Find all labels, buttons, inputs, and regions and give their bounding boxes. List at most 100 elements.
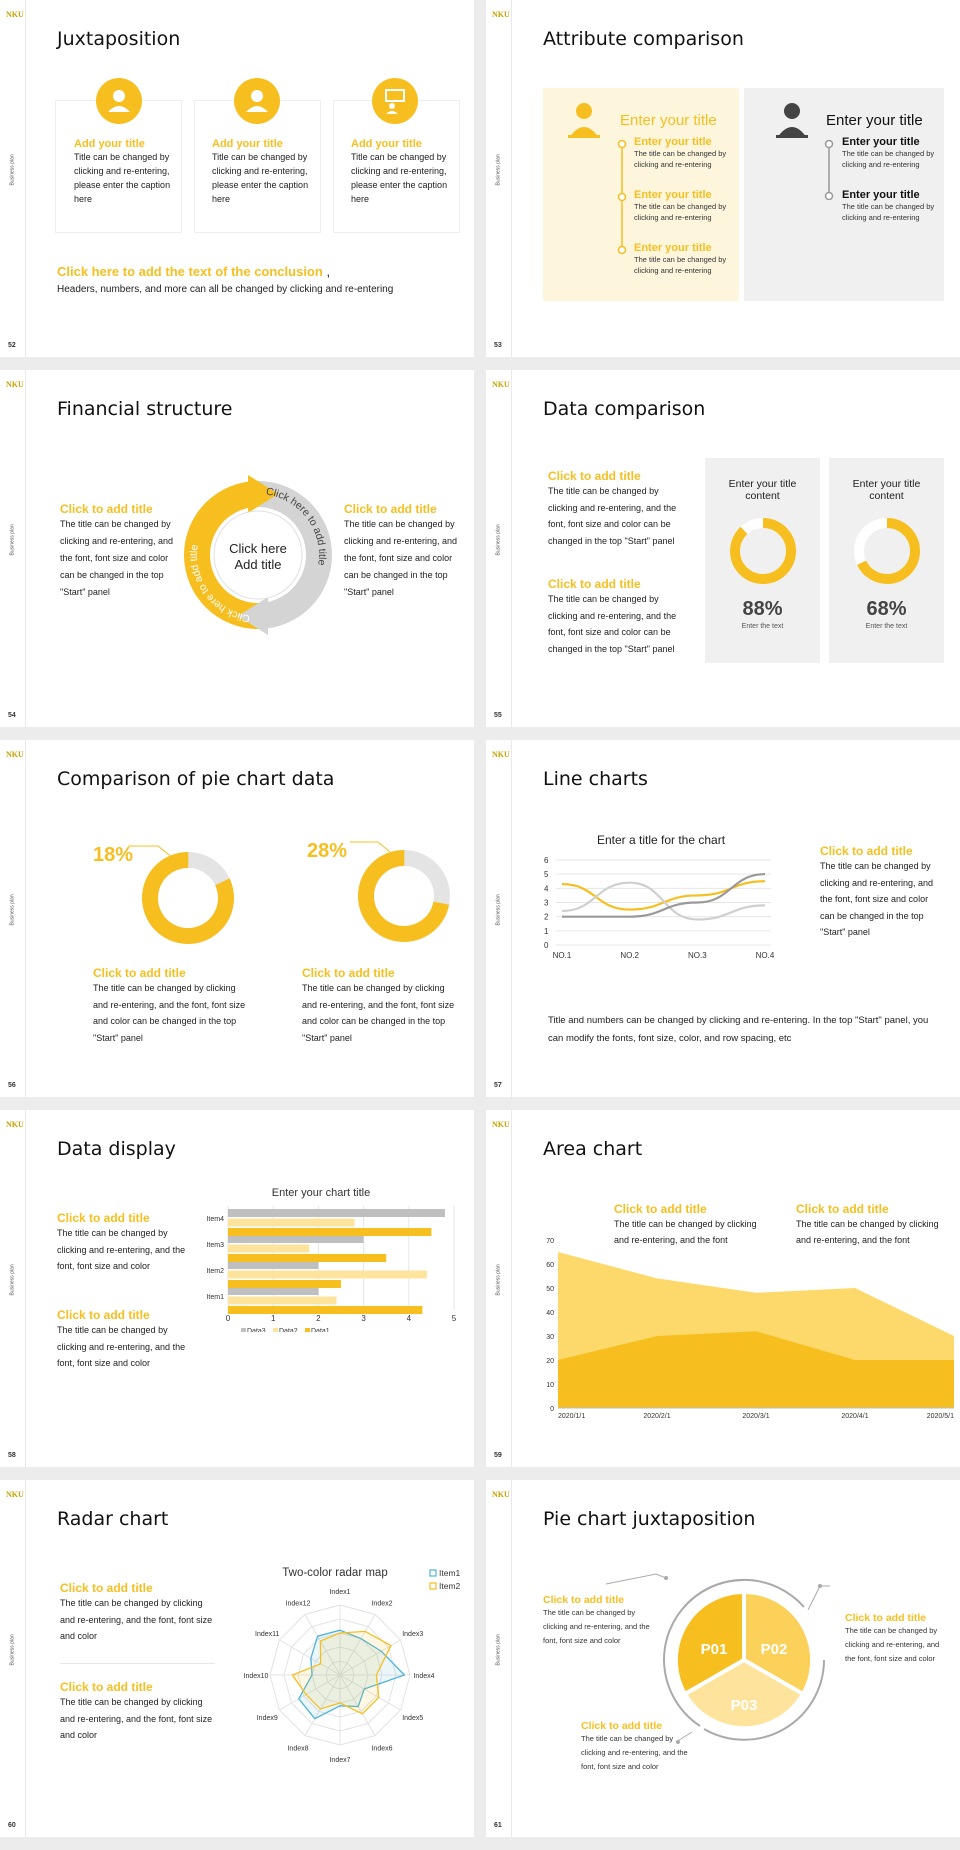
slide-60[interactable]: NKU Business plan 60 Radar chart Click t… xyxy=(0,1480,474,1837)
slide-54[interactable]: NKU Business plan 54 Financial structure… xyxy=(0,370,474,727)
right-heading[interactable]: Enter your title xyxy=(826,112,923,129)
block-text[interactable]: The title can be changed by clicking and… xyxy=(543,1608,650,1645)
block-text[interactable]: The title can be changed by clicking and… xyxy=(581,1734,688,1771)
side-text[interactable]: The title can be changed by clicking and… xyxy=(820,861,934,937)
pie-title[interactable]: Click to add title xyxy=(93,966,186,980)
slide-title[interactable]: Data comparison xyxy=(543,398,706,420)
card-title[interactable]: Add your title xyxy=(74,138,145,150)
block-text[interactable]: The title can be changed by clicking and… xyxy=(57,1325,186,1368)
bottom-text[interactable]: Title and numbers can be changed by clic… xyxy=(548,1015,929,1044)
slide-59[interactable]: NKU Business plan 59 Area chart Click to… xyxy=(486,1110,960,1467)
block-title[interactable]: Click to add title xyxy=(845,1612,927,1624)
block-title[interactable]: Click to add title xyxy=(548,577,641,591)
left-heading[interactable]: Enter your title xyxy=(620,112,717,129)
slide-55[interactable]: NKU Business plan 55 Data comparison Cli… xyxy=(486,370,960,727)
divider xyxy=(25,0,26,357)
slide-title[interactable]: Line charts xyxy=(543,768,648,790)
right-panel[interactable] xyxy=(744,88,944,301)
block-title[interactable]: Click to add title xyxy=(60,1680,153,1694)
donut xyxy=(142,852,234,944)
side-label: Business plan xyxy=(9,1634,16,1666)
item-text[interactable]: The title can be changed by clicking and… xyxy=(842,202,935,222)
block-text[interactable]: The title can be changed by clicking and… xyxy=(60,1598,213,1641)
legend-label: Data2 xyxy=(279,1328,298,1332)
slide-61[interactable]: NKU Business plan 61 Pie chart juxtaposi… xyxy=(486,1480,960,1837)
item-text[interactable]: The title can be changed by clicking and… xyxy=(842,149,935,169)
card-text[interactable]: Title can be changed by clicking and re-… xyxy=(212,152,309,204)
block-title[interactable]: Click to add title xyxy=(581,1720,663,1732)
cycle-diagram[interactable]: Click here to add title Click here to ad… xyxy=(178,475,338,635)
bar xyxy=(228,1261,319,1269)
block-text[interactable]: The title can be changed by clicking and… xyxy=(548,594,677,654)
conclusion-text[interactable]: Headers, numbers, and more can all be ch… xyxy=(57,284,394,295)
left-title[interactable]: Click to add title xyxy=(60,502,153,516)
axis-label: Index10 xyxy=(244,1673,269,1680)
block-title[interactable]: Click to add title xyxy=(60,1581,153,1595)
y-tick-label: 10 xyxy=(546,1382,554,1389)
pie-title[interactable]: Click to add title xyxy=(302,966,395,980)
pie-text[interactable]: The title can be changed by clicking and… xyxy=(93,983,246,1043)
block-title[interactable]: Click to add title xyxy=(57,1308,150,1322)
slide-title[interactable]: Pie chart juxtaposition xyxy=(543,1508,756,1530)
slide-57[interactable]: NKU Business plan 57 Line charts Enter a… xyxy=(486,740,960,1097)
slide-title[interactable]: Attribute comparison xyxy=(543,28,744,50)
block-text[interactable]: The title can be changed by clicking and… xyxy=(796,1219,939,1245)
axis-label: Index12 xyxy=(286,1600,311,1607)
category-label: Item3 xyxy=(206,1242,224,1249)
left-text[interactable]: The title can be changed by clicking and… xyxy=(60,519,174,597)
item-title[interactable]: Enter your title xyxy=(634,136,712,148)
x-tick-label: NO.1 xyxy=(553,951,572,960)
card-text[interactable]: Title can be changed by clicking and re-… xyxy=(351,152,448,204)
item-text[interactable]: The title can be changed by clicking and… xyxy=(634,149,727,169)
block-text[interactable]: The title can be changed by clicking and… xyxy=(845,1626,940,1663)
block-text[interactable]: The title can be changed by clicking and… xyxy=(548,486,677,546)
connector xyxy=(675,1731,693,1744)
block-text[interactable]: The title can be changed by clicking and… xyxy=(57,1228,186,1271)
slide-title[interactable]: Data display xyxy=(57,1138,176,1160)
card-title[interactable]: Add your title xyxy=(351,138,422,150)
slide-title[interactable]: Financial structure xyxy=(57,398,233,420)
slide-title[interactable]: Juxtaposition xyxy=(57,28,181,50)
logo: NKU xyxy=(6,750,24,759)
y-tick-label: 40 xyxy=(546,1310,554,1317)
item-text[interactable]: The title can be changed by clicking and… xyxy=(634,202,727,222)
card-title[interactable]: Add your title xyxy=(212,138,283,150)
stat-value: 88% xyxy=(742,598,783,620)
stat-panel[interactable]: Enter your title content 68% Enter the t… xyxy=(829,458,944,663)
slide-title[interactable]: Area chart xyxy=(543,1138,643,1160)
area-chart[interactable]: 0 10 20 30 40 50 60 70 2020/1/1 2020/2/1 2020/3/1 2… xyxy=(536,1232,960,1432)
block-title[interactable]: Click to add title xyxy=(796,1202,889,1216)
slide-52[interactable]: NKU Business plan 52 Juxtaposition Add y… xyxy=(0,0,474,357)
slide-title[interactable]: Comparison of pie chart data xyxy=(57,768,335,790)
stat-panel[interactable]: Enter your title content 88% Enter the t… xyxy=(705,458,820,663)
side-label: Business plan xyxy=(495,1264,502,1296)
item-title[interactable]: Enter your title xyxy=(634,189,712,201)
block-text[interactable]: The title can be changed by clicking and… xyxy=(614,1219,757,1245)
line-chart[interactable]: Enter a title for the chart 0 1 2 3 4 5 6 NO.1 NO… xyxy=(536,832,776,967)
block-title[interactable]: Click to add title xyxy=(548,469,641,483)
x-tick-label: 4 xyxy=(407,1314,412,1323)
right-title[interactable]: Click to add title xyxy=(344,502,437,516)
radar-chart[interactable]: Two-color radar map Index1 Index2 Index3 Ind… xyxy=(225,1560,470,1765)
block-title[interactable]: Click to add title xyxy=(614,1202,707,1216)
bar-chart[interactable]: Enter your chart title 0 1 2 3 4 5 Item1 Item2 It… xyxy=(196,1182,466,1332)
slide-title[interactable]: Radar chart xyxy=(57,1508,169,1530)
slide-58[interactable]: NKU Business plan 58 Data display Click … xyxy=(0,1110,474,1467)
left-panel[interactable] xyxy=(543,88,739,301)
item-title[interactable]: Enter your title xyxy=(634,242,712,254)
block-title[interactable]: Click to add title xyxy=(543,1594,625,1606)
legend-swatch xyxy=(273,1328,278,1332)
slide-56[interactable]: NKU Business plan 56 Comparison of pie c… xyxy=(0,740,474,1097)
slide-53[interactable]: NKU Business plan 53 Attribute compariso… xyxy=(486,0,960,357)
block-title[interactable]: Click to add title xyxy=(57,1211,150,1225)
item-title[interactable]: Enter your title xyxy=(842,136,920,148)
side-title[interactable]: Click to add title xyxy=(820,844,913,858)
block-text[interactable]: The title can be changed by clicking and… xyxy=(60,1697,213,1740)
card-text[interactable]: Title can be changed by clicking and re-… xyxy=(74,152,171,204)
pie-text[interactable]: The title can be changed by clicking and… xyxy=(302,983,455,1043)
conclusion-title[interactable]: Click here to add the text of the conclu… xyxy=(57,264,323,279)
item-text[interactable]: The title can be changed by clicking and… xyxy=(634,255,727,275)
item-title[interactable]: Enter your title xyxy=(842,189,920,201)
segment-pie[interactable]: P01 P02 P03 xyxy=(644,1560,844,1760)
right-text[interactable]: The title can be changed by clicking and… xyxy=(344,519,458,597)
